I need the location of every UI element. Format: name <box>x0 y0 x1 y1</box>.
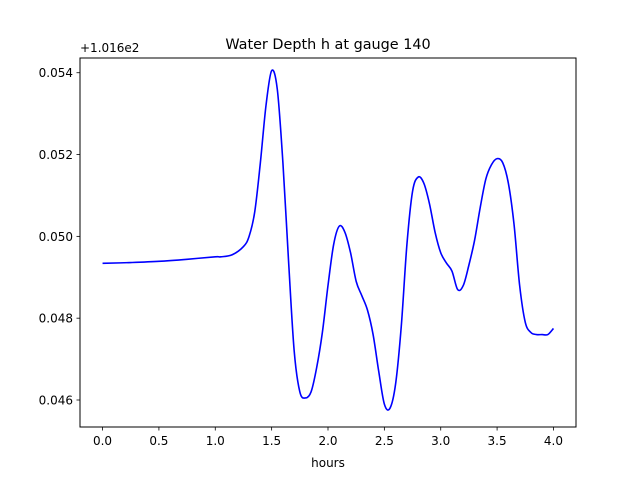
y-axis: 0.046 0.048 0.050 0.052 0.054 <box>39 66 80 408</box>
x-tick-label: 1.0 <box>206 434 225 448</box>
y-axis-offset-label: +1.016e2 <box>80 41 139 55</box>
plot-area <box>80 58 576 427</box>
x-tick-label: 1.5 <box>262 434 281 448</box>
y-tick-label: 0.054 <box>39 66 73 80</box>
x-axis: 0.0 0.5 1.0 1.5 2.0 2.5 3.0 3.5 4.0 <box>93 427 563 448</box>
y-tick-label: 0.052 <box>39 148 73 162</box>
x-tick-label: 0.0 <box>93 434 112 448</box>
y-tick-label: 0.048 <box>39 312 73 326</box>
x-tick-label: 4.0 <box>544 434 563 448</box>
x-tick-label: 2.5 <box>375 434 394 448</box>
chart-title: Water Depth h at gauge 140 <box>225 37 430 53</box>
series-layer <box>102 69 555 411</box>
x-tick-label: 3.0 <box>431 434 450 448</box>
y-tick-label: 0.046 <box>39 394 73 408</box>
x-tick-label: 3.5 <box>488 434 507 448</box>
x-axis-label: hours <box>311 456 345 470</box>
x-tick-label: 0.5 <box>149 434 168 448</box>
x-tick-label: 2.0 <box>318 434 337 448</box>
y-tick-label: 0.050 <box>39 230 73 244</box>
series-line <box>102 69 555 411</box>
